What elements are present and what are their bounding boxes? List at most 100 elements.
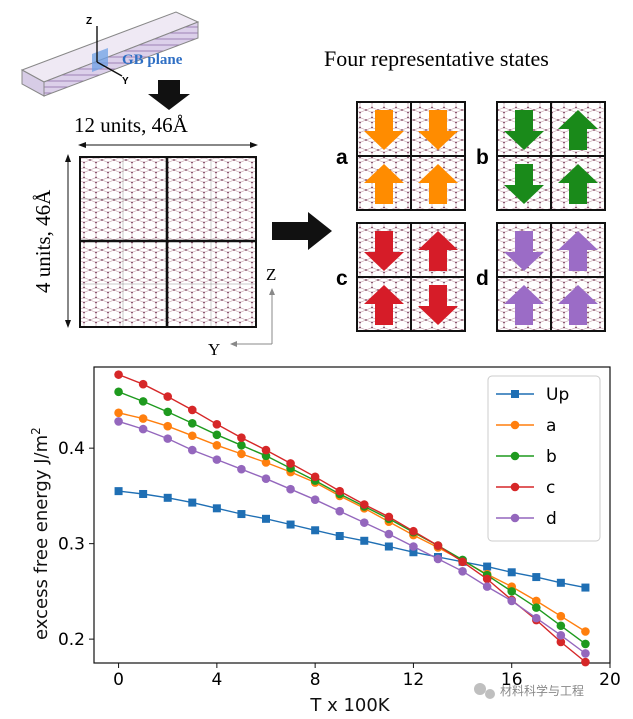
data-point [531, 603, 541, 612]
data-point [335, 506, 345, 516]
data-point [531, 596, 541, 606]
arrow-up-icon [364, 164, 404, 204]
data-point [212, 419, 222, 429]
data-point [188, 498, 197, 507]
legend-item-Up: Up [496, 385, 569, 405]
data-point [483, 562, 492, 571]
data-point [237, 449, 246, 459]
legend-item-c: c [496, 478, 555, 498]
legend-box [487, 375, 601, 542]
arrow-up-icon [558, 164, 598, 204]
state-panel-c: c [336, 222, 466, 332]
data-point [581, 627, 590, 636]
data-point [360, 536, 369, 545]
data-point [138, 414, 148, 423]
state-label-a: a [336, 146, 348, 169]
arrow-down-icon [504, 164, 544, 204]
data-point [187, 445, 197, 455]
data-point [114, 487, 123, 496]
x-tick-label: 8 [310, 670, 321, 690]
data-point [163, 392, 173, 401]
data-point [114, 417, 123, 426]
state-panel-b: b [476, 101, 606, 211]
cell-axis-z-label: Z [266, 265, 276, 284]
arrow-up-icon [558, 110, 598, 150]
x-tick-label: 20 [599, 670, 621, 690]
data-point [458, 557, 467, 567]
data-point [409, 542, 418, 551]
data-point [187, 405, 197, 415]
data-point [335, 486, 345, 496]
wechat-watermark: 材料科学与工程 [474, 683, 584, 699]
data-point [581, 583, 590, 592]
watermark-text: 材料科学与工程 [500, 683, 584, 698]
arrow-down-icon [504, 110, 544, 150]
arrow-down-icon [418, 110, 458, 150]
width-dimension-arrow [78, 142, 258, 148]
legend-label: c [546, 478, 555, 498]
legend-label: a [546, 416, 556, 436]
data-point [163, 407, 173, 417]
arrow-down-icon [364, 110, 404, 150]
axis-y-line [96, 61, 123, 77]
data-point [212, 455, 222, 464]
data-point [359, 518, 369, 527]
state-panel-d: d [476, 222, 606, 332]
height-label: 4 units, 46Å [31, 189, 55, 293]
data-point [139, 489, 148, 498]
y-tick-label: 0.2 [58, 630, 85, 650]
data-point [310, 495, 320, 505]
data-point [237, 440, 246, 450]
data-point [163, 434, 173, 443]
data-point [556, 637, 566, 647]
plot-frame [93, 366, 611, 664]
data-point [507, 568, 516, 577]
legend-label: d [546, 509, 557, 529]
y-tick-label: 0.4 [58, 439, 85, 459]
data-point [581, 649, 590, 658]
height-dimension-arrow [65, 154, 71, 328]
data-point [409, 526, 418, 536]
arrow-up-icon [558, 231, 598, 271]
x-axis-title: T x 100K [309, 695, 390, 716]
gb-bar-schematic: Z Y GB plane [20, 11, 200, 97]
data-point [458, 567, 467, 576]
data-point [335, 532, 344, 541]
data-point [261, 458, 271, 467]
data-point [581, 657, 590, 667]
data-point [384, 542, 393, 551]
data-point [212, 504, 221, 513]
data-point [286, 459, 295, 468]
data-point [384, 512, 394, 522]
arrow-down-icon [364, 231, 404, 271]
data-point [163, 493, 172, 502]
data-point [114, 370, 123, 379]
data-point [212, 430, 222, 440]
arrow-up-icon [364, 285, 404, 325]
data-point [286, 484, 295, 494]
data-point [261, 445, 271, 455]
series-line [118, 412, 586, 633]
data-point [507, 596, 517, 606]
arrow-up-icon [558, 285, 598, 325]
state-panel-a: a [336, 101, 466, 211]
data-point [212, 440, 222, 450]
data-point [532, 573, 541, 582]
series-d [114, 417, 590, 658]
legend-item-a: a [496, 416, 556, 436]
data-point [237, 464, 246, 474]
data-point [556, 611, 566, 621]
x-tick-label: 0 [113, 670, 124, 690]
y-tick-label: 0.3 [58, 535, 85, 555]
arrow-up-icon [504, 285, 544, 325]
data-point [507, 587, 517, 596]
data-point [163, 421, 173, 431]
cell-axis-y-label: Y [208, 340, 220, 359]
state-label-c: c [336, 267, 348, 290]
right-arrow-icon [272, 212, 332, 250]
data-point [138, 424, 148, 434]
legend-label: Up [546, 385, 569, 405]
series-line [118, 420, 586, 655]
